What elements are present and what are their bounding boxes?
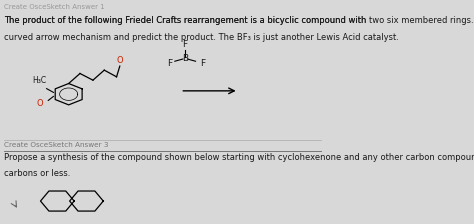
Text: O: O (36, 99, 43, 108)
Text: Create OsceSketch Answer 3: Create OsceSketch Answer 3 (4, 142, 109, 148)
Text: The product of the following Friedel Crafts rearrangement is a bicyclic compound: The product of the following Friedel Cra… (4, 16, 474, 25)
Text: The product of the following Friedel Crafts rearrangement is a bicyclic compound: The product of the following Friedel Cra… (4, 16, 474, 25)
Text: Propose a synthesis of the compound shown below starting with cyclohexenone and : Propose a synthesis of the compound show… (4, 153, 474, 162)
Text: F: F (200, 58, 205, 67)
Text: F: F (182, 40, 188, 49)
Text: The product of the following Friedel Crafts rearrangement is a bicyclic compound: The product of the following Friedel Cra… (4, 16, 369, 25)
Text: curved arrow mechanism and predict the product. The BF₃ is just another Lewis Ac: curved arrow mechanism and predict the p… (4, 33, 399, 42)
Text: O: O (117, 56, 123, 65)
Text: B: B (182, 54, 188, 63)
Text: carbons or less.: carbons or less. (4, 169, 70, 178)
Text: Create OsceSketch Answer 1: Create OsceSketch Answer 1 (4, 4, 105, 10)
Text: H₃C: H₃C (32, 76, 46, 85)
Text: F: F (167, 58, 172, 67)
